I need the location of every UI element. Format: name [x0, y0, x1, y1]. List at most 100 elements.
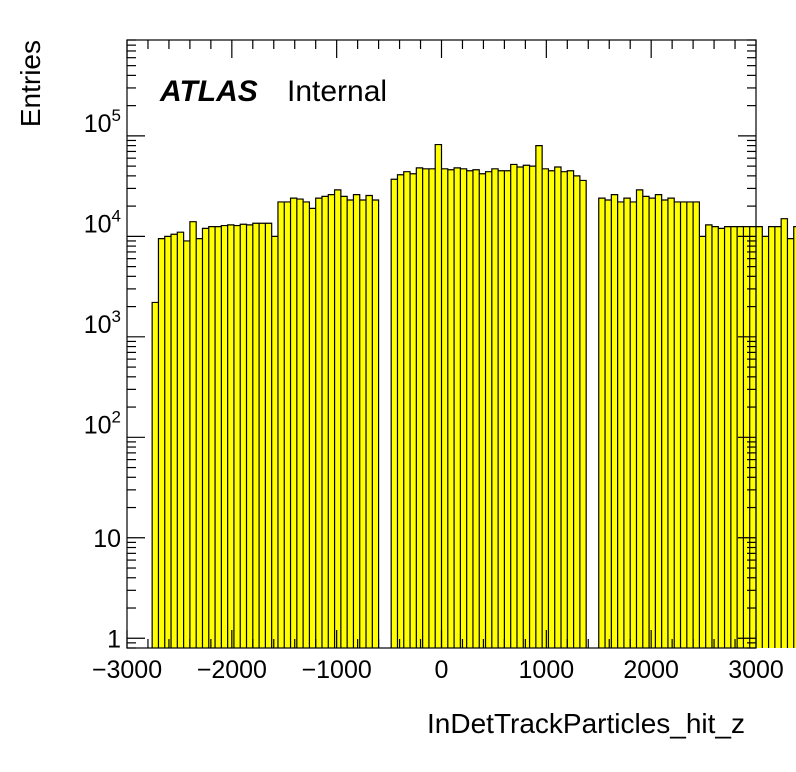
histogram-bar [277, 201, 285, 648]
histogram-bar [372, 200, 379, 648]
histogram-bar [724, 226, 731, 648]
histogram-bar [711, 226, 719, 648]
histogram-bar [221, 225, 228, 648]
histogram-bar [529, 166, 536, 648]
histogram-bar [252, 223, 260, 648]
histogram-bar [642, 196, 650, 648]
histogram-bar [472, 169, 480, 648]
y-tick-label: 104 [84, 206, 121, 238]
histogram-bar [661, 200, 668, 648]
histogram-bar [227, 224, 234, 649]
histogram-bar [271, 236, 278, 648]
histogram-bar [215, 226, 222, 648]
histogram-bar [334, 189, 341, 648]
histogram-bar [699, 236, 706, 648]
histogram-bar [466, 170, 473, 648]
histogram-bar [611, 194, 618, 649]
x-tick-labels: −3000 −2000 −1000 0 1000 2000 3000 [92, 656, 784, 684]
histogram-bar [498, 170, 505, 648]
histogram-bar [674, 201, 681, 648]
histogram-bar [630, 201, 637, 648]
y-tick-label: 1 [107, 625, 121, 653]
histogram-bar [435, 144, 442, 648]
x-tick-label: −1000 [302, 656, 372, 684]
histogram-bar [321, 196, 329, 648]
histogram-bar [485, 171, 492, 649]
histogram-bar [233, 225, 241, 648]
histogram-bar [718, 228, 725, 648]
histogram-bar [523, 165, 530, 649]
atlas-label: ATLAS [159, 75, 258, 108]
histogram-bar [328, 194, 335, 649]
y-tick-label: 105 [84, 106, 121, 138]
histogram-bar [158, 238, 165, 648]
histogram-bar [768, 226, 775, 648]
histogram-bars [152, 144, 796, 649]
histogram-bar [441, 168, 448, 649]
histogram-bar [416, 167, 423, 649]
histogram-bar [548, 170, 555, 648]
internal-label: Internal [287, 75, 387, 108]
histogram-bar [793, 226, 796, 648]
y-axis-title: Entries [15, 40, 46, 127]
histogram-bar [403, 171, 411, 649]
histogram-bar [705, 224, 712, 649]
histogram-bar [730, 226, 738, 648]
histogram-bar [315, 198, 322, 648]
histogram-bar [542, 168, 549, 649]
histogram-bar [340, 196, 348, 648]
histogram-bar [359, 200, 367, 648]
y-tick-label: 102 [84, 407, 121, 439]
histogram-bar [171, 234, 178, 648]
histogram-bar [309, 208, 316, 648]
histogram-bar [623, 198, 631, 648]
histogram-bar [353, 194, 360, 649]
histogram-bar [693, 201, 700, 648]
y-tick-label: 10 [93, 525, 121, 553]
histogram-bar [259, 223, 266, 648]
histogram-bar [516, 167, 524, 648]
histogram-bar [667, 198, 675, 648]
histogram-bar [598, 198, 606, 648]
y-tick-labels: 1 10 102 103 104 105 [84, 106, 121, 653]
histogram-bar [189, 221, 197, 648]
histogram-bar [535, 145, 543, 648]
histogram-bar [202, 228, 209, 648]
x-tick-label: 1000 [519, 656, 575, 684]
histogram-bar [756, 226, 763, 648]
histogram-bar [774, 226, 782, 648]
histogram-bar [208, 226, 216, 648]
histogram-bar [164, 236, 172, 648]
histogram-bar [290, 198, 297, 648]
histogram-bar [617, 201, 624, 648]
histogram-bar [762, 236, 769, 648]
histogram-bar [428, 168, 436, 649]
histogram-bar [655, 194, 662, 649]
histogram-bar [447, 169, 455, 648]
histogram-outline [151, 143, 796, 648]
histogram-bar [397, 174, 404, 648]
y-tick-label: 103 [84, 307, 121, 339]
histogram-bar [196, 238, 203, 648]
histogram-bar [567, 170, 574, 648]
histogram-bar [240, 224, 247, 648]
histogram-bar [579, 180, 587, 648]
histogram-bar [781, 218, 788, 648]
histogram-bar [410, 173, 417, 649]
x-tick-label: 0 [435, 656, 449, 684]
histogram-bar [366, 195, 373, 649]
histogram-bar [479, 173, 486, 649]
histogram-bar [265, 223, 272, 648]
histogram-bar [636, 189, 643, 648]
histogram-bar [510, 164, 517, 648]
histogram-bar [680, 201, 687, 648]
histogram-bar [284, 201, 291, 648]
histogram-bar [454, 167, 461, 649]
x-axis-title: InDetTrackParticles_hit_z [427, 708, 745, 739]
histogram-bar [686, 201, 694, 648]
histogram-bar [422, 168, 429, 649]
histogram-bar [649, 198, 656, 648]
histogram-bar [605, 200, 612, 648]
histogram-bar [787, 238, 794, 648]
x-tick-label: 3000 [728, 656, 784, 684]
